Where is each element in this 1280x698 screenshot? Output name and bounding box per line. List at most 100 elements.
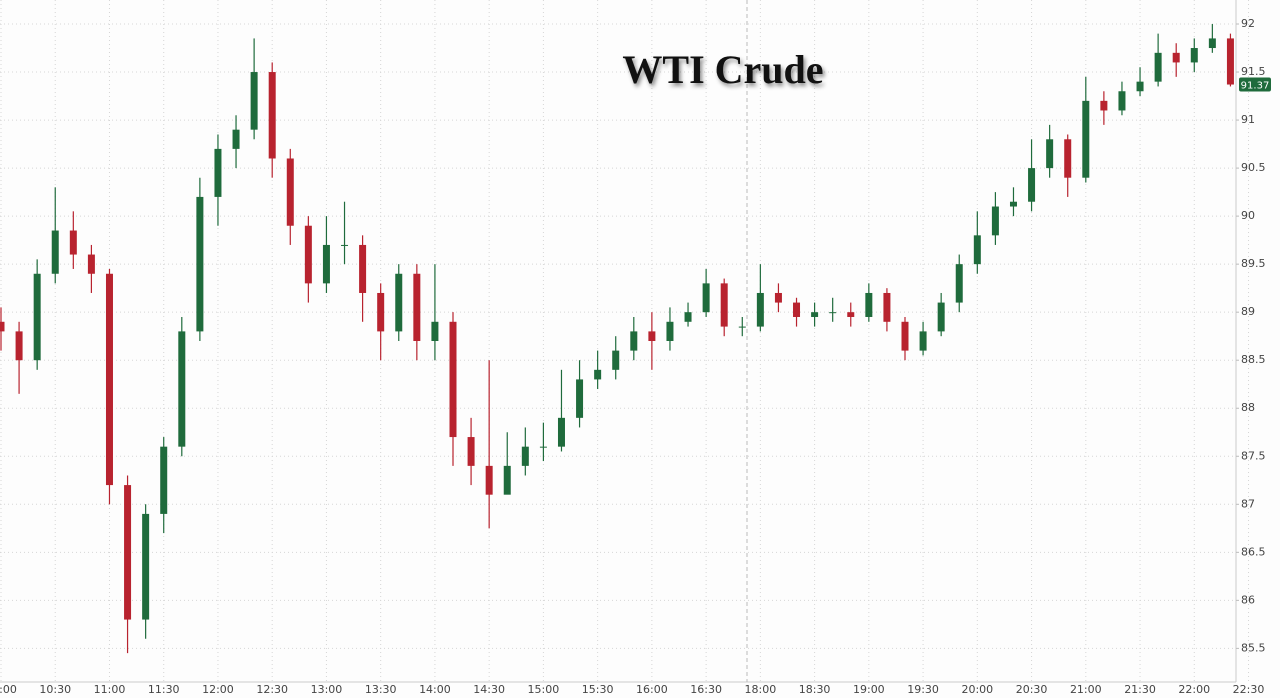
y-tick-label: 85.5: [1241, 641, 1266, 654]
last-price-badge: [1239, 77, 1271, 92]
candle-body: [955, 264, 963, 303]
y-tick-label: 91: [1241, 113, 1255, 126]
candle-body: [1082, 100, 1090, 178]
candle-body: [738, 326, 746, 328]
candle-body: [576, 379, 584, 418]
candle-body: [178, 331, 186, 447]
candle-body: [811, 312, 819, 317]
candle-body: [87, 254, 95, 274]
candle-body: [630, 331, 638, 351]
candle-body: [449, 321, 457, 438]
x-tick-label: 15:00: [528, 683, 560, 696]
candle-body: [594, 369, 602, 380]
x-tick-label: 15:30: [582, 683, 614, 696]
x-tick-label: 18:30: [799, 683, 831, 696]
candle-body: [322, 244, 330, 284]
candle-body: [1154, 52, 1162, 82]
x-tick-label: 20:30: [1016, 683, 1048, 696]
x-tick-label: 20:00: [961, 683, 993, 696]
candle-body: [1208, 38, 1216, 49]
candle-body: [1190, 48, 1198, 63]
y-tick-label: 89: [1241, 305, 1255, 318]
candle-body: [160, 446, 168, 514]
candle-body: [1172, 52, 1180, 63]
candle-body: [720, 283, 728, 327]
candle-body: [341, 244, 349, 246]
chart-title: WTI Crude: [622, 47, 823, 92]
candle-body: [702, 283, 710, 313]
y-tick-label: 90: [1241, 209, 1255, 222]
candle-body: [0, 321, 5, 332]
x-tick-label: 10:00: [0, 683, 17, 696]
x-tick-label: 14:30: [473, 683, 505, 696]
candle-body: [756, 292, 764, 327]
x-tick-label: 22:30: [1233, 683, 1265, 696]
candle-body: [1118, 91, 1126, 111]
candle-body: [105, 273, 113, 486]
x-tick-label: 12:30: [256, 683, 288, 696]
x-tick-label: 16:00: [636, 683, 668, 696]
y-tick-label: 88.5: [1241, 353, 1266, 366]
candle-body: [847, 312, 855, 317]
x-tick-label: 13:00: [311, 683, 343, 696]
candle-body: [865, 292, 873, 317]
y-tick-label: 89.5: [1241, 257, 1266, 270]
candle-body: [304, 225, 312, 284]
x-tick-label: 21:00: [1070, 683, 1102, 696]
candle-body: [124, 485, 132, 620]
y-tick-label: 90.5: [1241, 161, 1266, 174]
x-tick-label: 22:00: [1178, 683, 1210, 696]
candle-body: [485, 465, 493, 495]
x-tick-label: 11:30: [148, 683, 180, 696]
candle-body: [142, 513, 150, 620]
candle-body: [557, 417, 565, 447]
candle-body: [431, 321, 439, 341]
candle-body: [684, 312, 692, 322]
y-tick-label: 91.5: [1241, 65, 1266, 78]
candle-body: [1046, 139, 1054, 169]
candle-body: [937, 302, 945, 332]
candle-body: [666, 321, 674, 341]
x-tick-label: 12:00: [202, 683, 234, 696]
candle-body: [612, 350, 620, 370]
candle-body: [991, 206, 999, 236]
x-tick-label: 16:30: [690, 683, 722, 696]
y-tick-label: 88: [1241, 401, 1255, 414]
candle-body: [51, 230, 59, 274]
candle-body: [883, 292, 891, 322]
candle-body: [359, 244, 367, 293]
candle-body: [1009, 201, 1017, 207]
candle-body: [521, 446, 529, 466]
x-tick-label: 11:00: [94, 683, 126, 696]
candle-body: [829, 312, 837, 314]
candle-body: [214, 148, 222, 197]
x-tick-label: 21:30: [1124, 683, 1156, 696]
candle-body: [919, 331, 927, 351]
x-tick-label: 19:30: [907, 683, 939, 696]
y-tick-label: 86: [1241, 593, 1255, 606]
x-tick-label: 10:30: [39, 683, 71, 696]
candle-body: [377, 292, 385, 332]
candle-body: [793, 302, 801, 317]
candle-body: [1100, 100, 1108, 111]
candle-body: [268, 72, 276, 159]
x-tick-label: 18:00: [745, 683, 777, 696]
y-tick-label: 92: [1241, 17, 1255, 30]
candle-body: [196, 196, 204, 332]
x-tick-label: 19:00: [853, 683, 885, 696]
candle-body: [413, 273, 421, 341]
candle-body: [973, 235, 981, 265]
candle-body: [901, 321, 909, 351]
candle-body: [15, 331, 23, 361]
candle-body: [1226, 38, 1234, 85]
candle-body: [286, 158, 294, 226]
candle-body: [539, 446, 547, 448]
y-tick-label: 87.5: [1241, 449, 1266, 462]
candle-body: [250, 72, 258, 130]
x-tick-label: 14:00: [419, 683, 451, 696]
candle-body: [33, 273, 41, 361]
candle-body: [395, 273, 403, 332]
candle-body: [774, 292, 782, 303]
candle-body: [503, 465, 511, 495]
